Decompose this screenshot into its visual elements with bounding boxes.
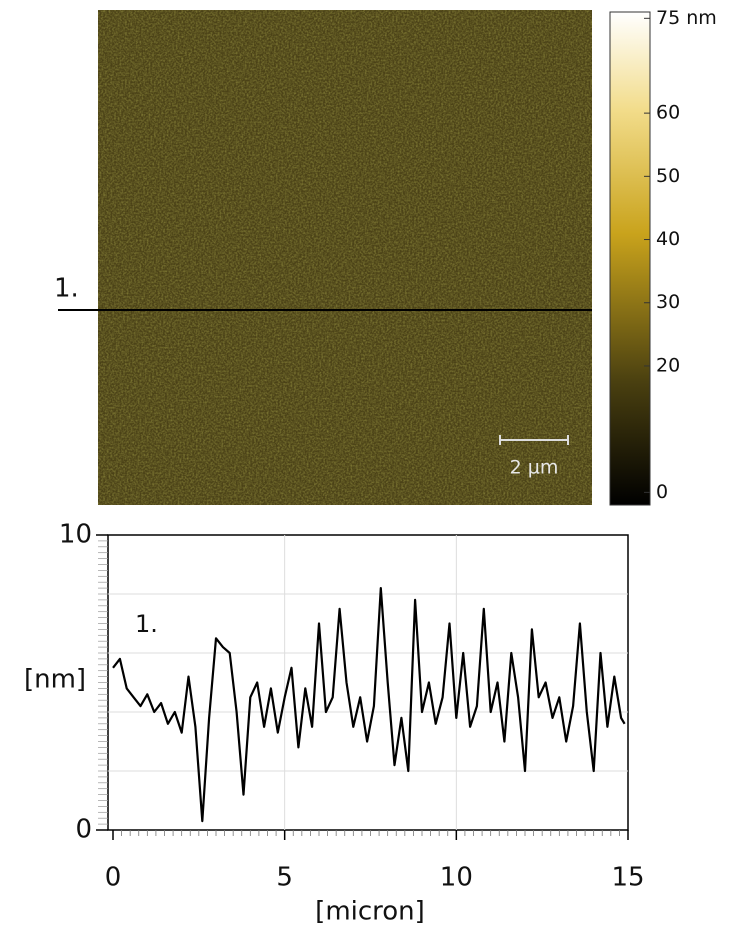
profile-line bbox=[112, 587, 626, 823]
image-texture bbox=[98, 10, 592, 505]
afm-image: 2 µm 1. bbox=[54, 10, 592, 505]
y-tick-label: 0 bbox=[75, 815, 92, 845]
colorbar bbox=[609, 11, 651, 506]
colorbar-tick-label: 50 bbox=[656, 165, 680, 187]
colorbar-tick-label: 30 bbox=[656, 291, 680, 313]
x-tick-label: 10 bbox=[440, 863, 473, 893]
x-axis-label: [micron] bbox=[315, 897, 425, 927]
x-tick-label: 0 bbox=[105, 863, 122, 893]
colorbar-tick-label: 40 bbox=[656, 228, 680, 250]
colorbar-tick-label: 20 bbox=[656, 354, 680, 376]
x-tick-label: 15 bbox=[611, 863, 644, 893]
colorbar-tick-label: 0 bbox=[656, 481, 668, 503]
y-tick-label: 10 bbox=[59, 520, 92, 550]
scale-bar-label: 2 µm bbox=[510, 457, 559, 479]
profile-annotation: 1. bbox=[135, 610, 158, 638]
x-tick-label: 5 bbox=[276, 863, 293, 893]
colorbar-tick-label: 60 bbox=[656, 102, 680, 124]
profile-line-label: 1. bbox=[54, 274, 79, 304]
y-axis-label: [nm] bbox=[24, 665, 86, 695]
plot-frame bbox=[107, 534, 629, 831]
colorbar-tick-label: 75 nm bbox=[656, 7, 717, 29]
